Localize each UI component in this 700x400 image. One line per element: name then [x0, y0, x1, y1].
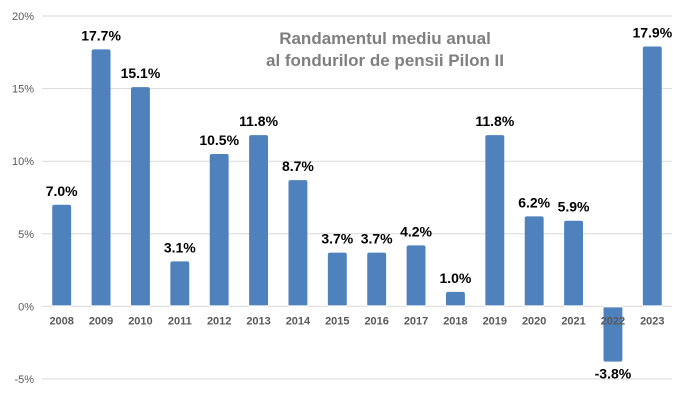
data-label: 15.1%: [121, 65, 161, 81]
data-label: 1.0%: [439, 270, 471, 286]
y-tick-label: 15%: [12, 84, 34, 96]
y-tick-label: 10%: [12, 156, 34, 168]
x-category-label: 2017: [404, 315, 428, 327]
data-label: 5.9%: [558, 199, 590, 215]
y-tick-label: -5%: [14, 374, 34, 386]
x-category-label: 2014: [286, 315, 311, 327]
data-label: -3.8%: [595, 366, 632, 382]
data-label: 3.7%: [361, 231, 393, 247]
x-category-label: 2013: [246, 315, 270, 327]
x-category-label: 2011: [168, 315, 192, 327]
bar: [52, 204, 72, 307]
x-category-label: 2022: [601, 315, 625, 327]
bar: [288, 180, 308, 307]
bar: [406, 245, 426, 307]
data-label: 7.0%: [46, 183, 78, 199]
data-label: 11.8%: [239, 113, 278, 129]
data-label: 4.2%: [400, 223, 432, 239]
x-category-label: 2009: [89, 315, 113, 327]
bars: [52, 46, 662, 362]
y-tick-label: 5%: [18, 229, 34, 241]
data-label: 11.8%: [475, 113, 514, 129]
chart-title-line-1: Randamentul mediu anual: [279, 29, 491, 48]
bar: [327, 252, 347, 307]
x-category-label: 2016: [364, 315, 388, 327]
data-label: 10.5%: [199, 132, 239, 148]
y-axis-tick-labels: 20% 15% 10% 5% 0% -5%: [12, 11, 34, 386]
bar: [367, 252, 387, 307]
bar: [564, 220, 584, 307]
bar: [170, 261, 190, 307]
chart-title-line-2: al fondurilor de pensii Pilon II: [266, 51, 504, 70]
y-tick-label: 0%: [18, 301, 34, 313]
data-label: 6.2%: [518, 194, 550, 210]
data-label: 17.9%: [632, 24, 672, 40]
bar: [130, 87, 150, 307]
x-category-label: 2020: [522, 315, 546, 327]
bar: [642, 46, 662, 307]
x-category-label: 2015: [325, 315, 349, 327]
x-category-label: 2010: [128, 315, 152, 327]
x-category-label: 2021: [561, 315, 585, 327]
x-axis-category-labels: 2008 2009 2010 2011 2012 2013 2014 2015 2016 2017…: [49, 315, 664, 327]
bar: [603, 306, 623, 362]
bar: [445, 291, 465, 307]
x-category-label: 2008: [49, 315, 73, 327]
bar: [91, 49, 111, 307]
x-category-label: 2012: [207, 315, 231, 327]
bar: [524, 216, 544, 307]
chart-title: Randamentul mediu anual al fondurilor de…: [266, 29, 504, 70]
y-tick-label: 20%: [12, 11, 34, 23]
data-label: 3.1%: [164, 239, 196, 255]
x-category-label: 2019: [483, 315, 507, 327]
bar: [249, 135, 269, 307]
bar: [209, 153, 229, 307]
data-label: 17.7%: [81, 27, 121, 43]
x-category-label: 2023: [640, 315, 664, 327]
x-category-label: 2018: [443, 315, 467, 327]
data-label: 8.7%: [282, 158, 314, 174]
data-label: 3.7%: [321, 231, 353, 247]
data-labels: 7.0%17.7%15.1%3.1%10.5%11.8%8.7%3.7% 3.7%…: [46, 24, 673, 381]
bar: [485, 135, 505, 307]
